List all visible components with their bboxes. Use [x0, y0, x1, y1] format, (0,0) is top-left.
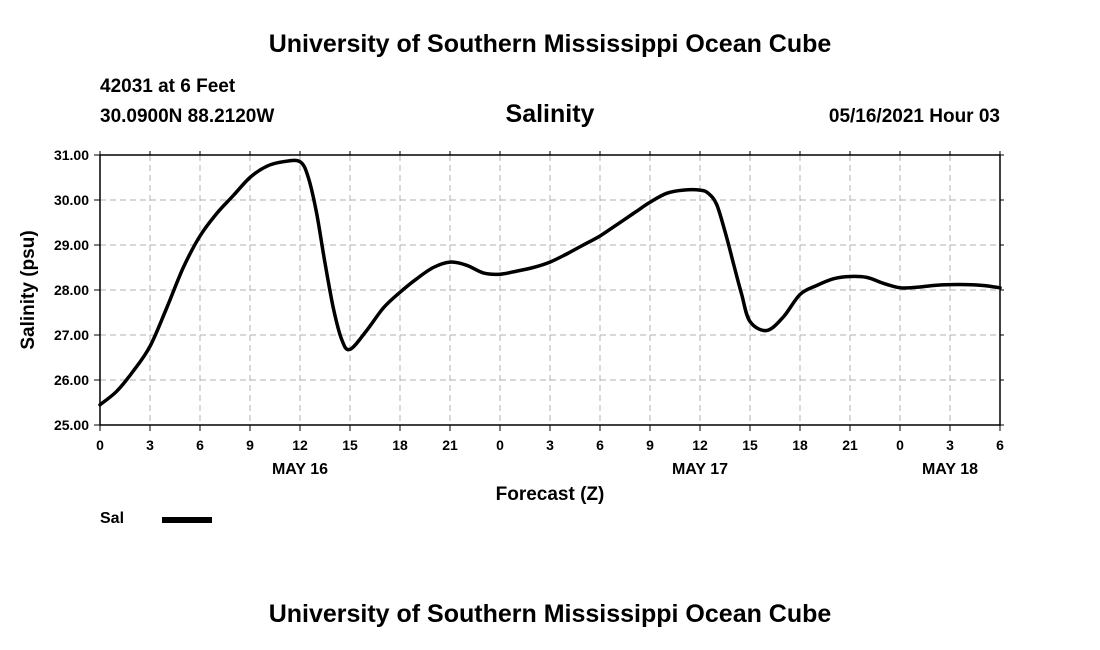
x-axis-label: Forecast (Z) [496, 484, 605, 505]
x-tick-label: 21 [442, 437, 458, 453]
x-tick-label: 6 [996, 437, 1004, 453]
y-tick-label: 25.00 [54, 417, 89, 433]
x-tick-label: 3 [146, 437, 154, 453]
y-axis: 25.00 26.00 27.00 28.00 29.00 30.00 31.00 [54, 147, 1004, 433]
footer-title: University of Southern Mississippi Ocean… [268, 600, 832, 628]
y-tick-label: 30.00 [54, 192, 89, 208]
page-title: University of Southern Mississippi Ocean… [268, 30, 832, 58]
x-tick-label: 21 [842, 437, 858, 453]
x-day-label: MAY 18 [922, 461, 978, 478]
series-line-sal [98, 158, 1002, 407]
station-label: 42031 at 6 Feet [100, 76, 236, 97]
grid [100, 155, 1000, 425]
x-tick-label: 15 [742, 437, 758, 453]
x-tick-label: 9 [246, 437, 254, 453]
y-axis-label: Salinity (psu) [18, 230, 39, 349]
y-tick-label: 31.00 [54, 147, 89, 163]
x-tick-label: 0 [896, 437, 904, 453]
x-tick-label: 0 [496, 437, 504, 453]
forecast-datetime: 05/16/2021 Hour 03 [828, 106, 1000, 127]
x-tick-label: 6 [596, 437, 604, 453]
x-tick-label: 12 [292, 437, 308, 453]
x-tick-label: 12 [692, 437, 708, 453]
x-tick-label: 18 [392, 437, 408, 453]
chart-title: Salinity [505, 100, 595, 128]
x-axis: 0 3 6 9 12 15 18 21 0 3 6 9 12 15 18 21 0 3 6 MAY 16 MAY 17 M… [96, 151, 1004, 478]
x-tick-label: 9 [646, 437, 654, 453]
y-tick-label: 27.00 [54, 327, 89, 343]
y-tick-label: 28.00 [54, 282, 89, 298]
x-tick-label: 18 [792, 437, 808, 453]
x-day-label: MAY 17 [672, 461, 728, 478]
y-tick-label: 26.00 [54, 372, 89, 388]
legend-label: Sal [100, 510, 125, 527]
series-layer [98, 158, 1002, 407]
station-coordinates: 30.0900N 88.2120W [100, 106, 275, 127]
x-tick-label: 3 [546, 437, 554, 453]
legend-swatch [162, 517, 212, 523]
x-tick-label: 6 [196, 437, 204, 453]
x-tick-label: 3 [946, 437, 954, 453]
x-tick-label: 15 [342, 437, 358, 453]
x-day-label: MAY 16 [272, 461, 328, 478]
y-tick-label: 29.00 [54, 237, 89, 253]
x-tick-label: 0 [96, 437, 104, 453]
